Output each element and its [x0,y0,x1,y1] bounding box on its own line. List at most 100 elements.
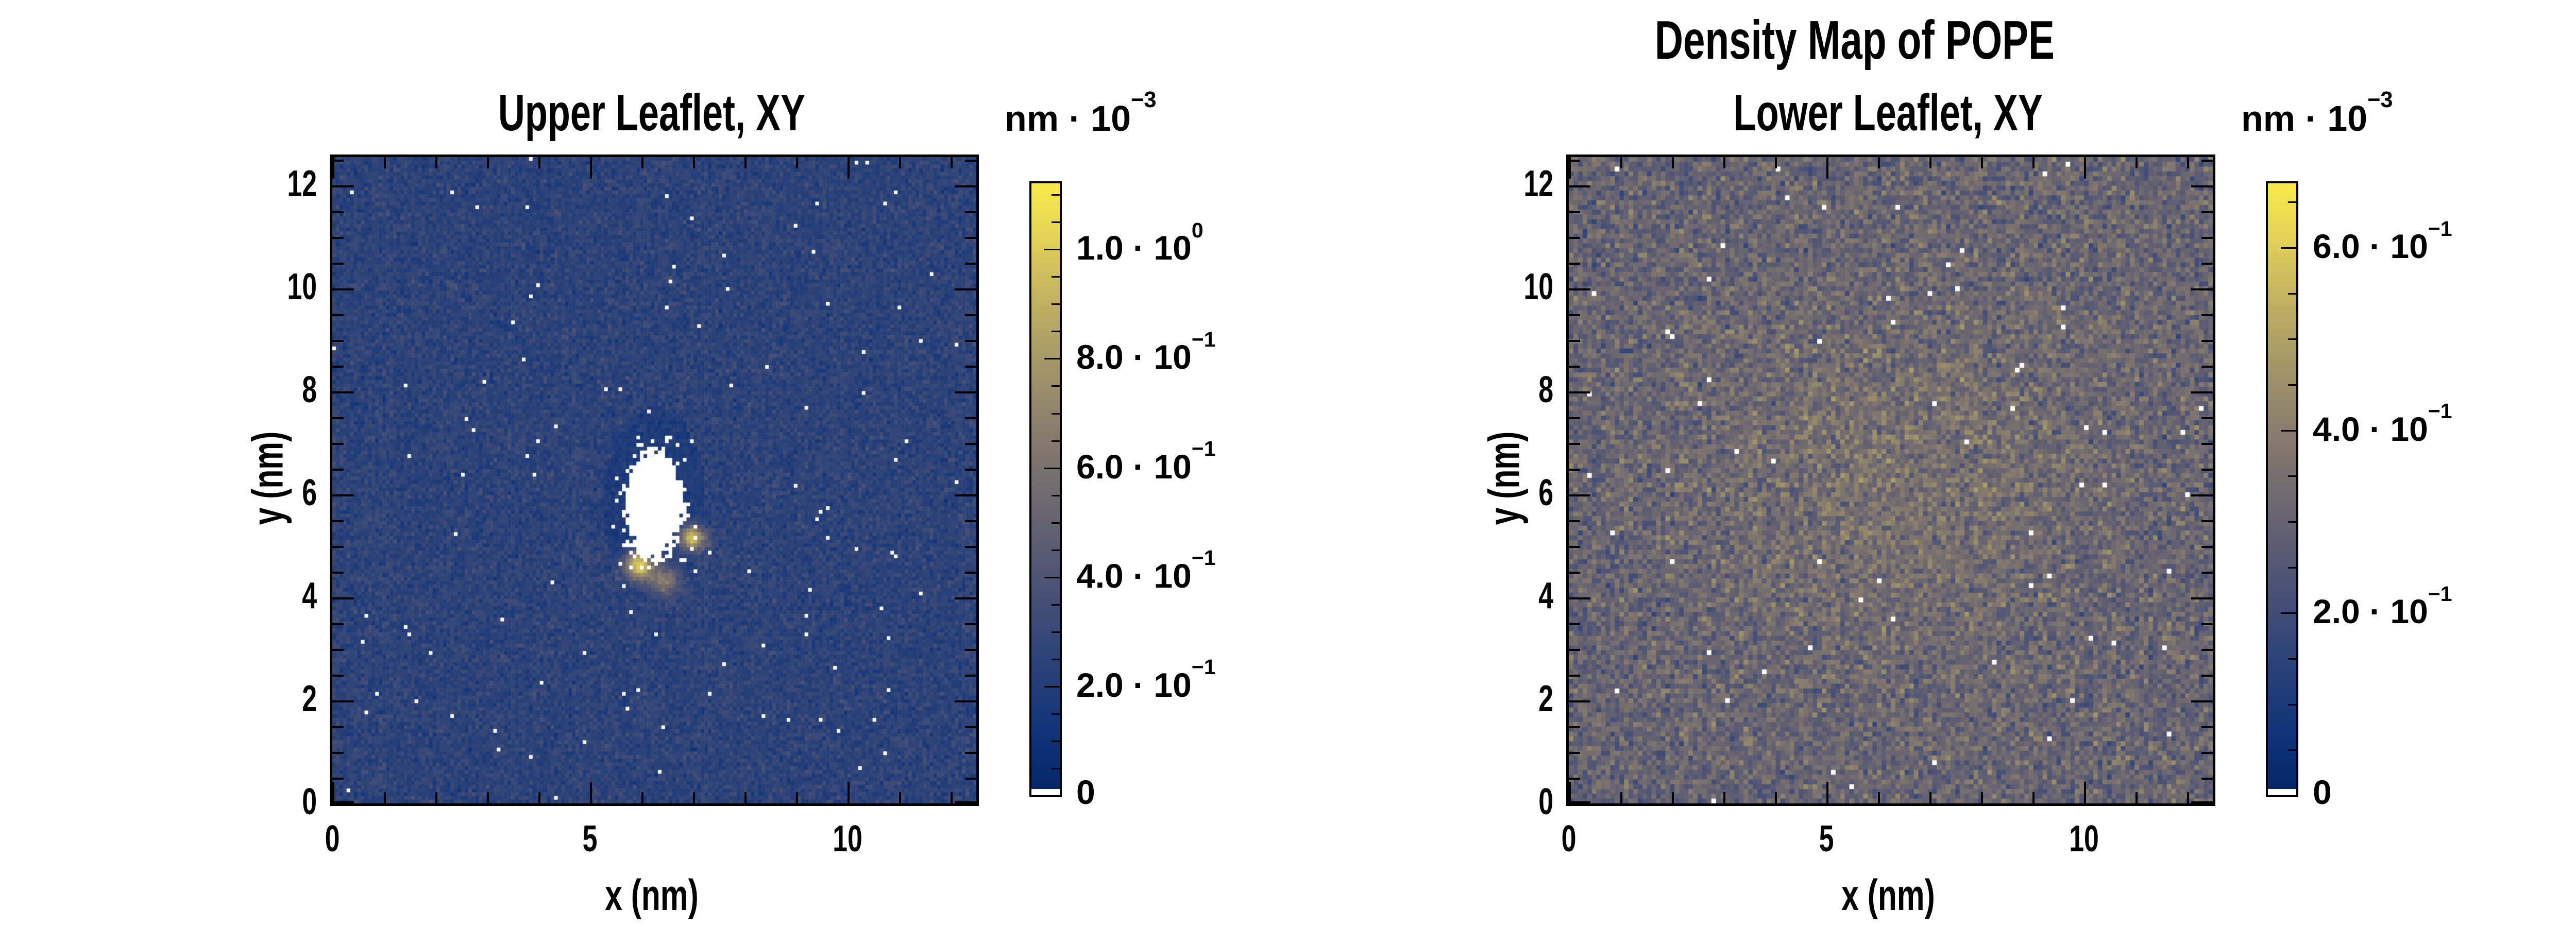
axis-tick [1672,792,1674,803]
axis-tick [332,752,344,754]
x-axis-label-upper: x (nm) [605,871,699,919]
colorbar-tick [2281,612,2296,614]
colorbar-tick-label: 4.0 · 10−1 [2313,399,2452,448]
colorbar-tick [1052,713,1060,715]
axis-tick [332,237,344,239]
colorbar-tick-label: 2.0 · 10−1 [2313,581,2452,631]
colorbar-tick [1052,767,1060,769]
colorbar-tick [2281,430,2296,432]
axis-tick [1569,185,1590,187]
colorbar-tick-label: 0 [2313,773,2332,811]
axis-tick [2201,237,2213,239]
axis-tick [487,157,489,168]
axis-tick [899,792,901,803]
axis-tick [435,792,437,803]
axis-tick [2201,211,2213,213]
axis-tick [965,520,976,522]
axis-tick [435,157,437,168]
axis-tick [641,157,643,168]
axis-tick [2201,417,2213,419]
axis-tick [332,185,354,187]
x-axis-label-lower: x (nm) [1841,871,1935,919]
colorbar-tick [2288,475,2296,477]
axis-tick [1569,778,1580,780]
axis-tick [796,157,798,168]
axis-tick [1569,726,1580,728]
axis-tick [1569,263,1580,265]
colorbar-tick-label: 6.0 · 10−1 [2313,216,2452,266]
axis-tick [955,391,976,393]
axis-tick [951,157,953,168]
axis-tick [1569,469,1580,471]
colorbar-tick [1052,331,1060,333]
axis-tick [332,675,344,677]
y-tick-label: 6 [302,472,317,513]
colorbar-tick [2288,201,2296,203]
colorbar-tick [1052,522,1060,524]
axis-tick [1569,391,1590,393]
axis-tick [332,157,334,179]
axis-tick [2084,157,2086,179]
axis-tick [332,160,344,162]
axis-tick [1569,623,1580,625]
y-tick-label: 10 [287,266,317,307]
figure-title: Density Map of POPE [1654,10,2055,71]
axis-tick [796,792,798,803]
axis-tick [1569,572,1580,574]
axis-tick [2201,726,2213,728]
axis-tick [965,752,976,754]
axis-tick [1723,792,1725,803]
axis-tick [1569,417,1580,419]
axis-tick [1569,157,1571,179]
colorbar-tick [2288,521,2296,523]
axis-tick [848,782,850,803]
axis-tick [332,391,354,393]
axis-tick [332,288,354,290]
axis-tick [1569,597,1590,599]
axis-tick [744,157,747,168]
axis-tick [2191,597,2213,599]
axis-tick [951,792,953,803]
axis-tick [332,263,344,265]
colorbar-tick [2288,338,2296,340]
axis-tick [965,469,976,471]
axis-tick [590,157,592,179]
colorbar-upper [1029,181,1062,797]
axis-tick [2084,782,2086,803]
axis-tick [965,726,976,728]
colorbar-tick [1052,303,1060,305]
axis-tick [641,792,643,803]
axis-tick [2201,469,2213,471]
colorbar-tick [1052,658,1060,660]
axis-tick [1569,546,1580,548]
axis-tick [1878,792,1880,803]
axis-tick [332,649,344,651]
x-tick-label: 10 [833,818,862,860]
axis-tick [1569,340,1580,342]
colorbar-tick [1044,685,1060,688]
axis-tick [2191,288,2213,290]
axis-tick [1723,157,1725,168]
axis-tick [2187,792,2189,803]
axis-tick [1569,752,1580,754]
axis-tick [2201,340,2213,342]
axis-tick [1878,157,1880,168]
colorbar-tick [2288,658,2296,660]
axis-tick [965,263,976,265]
colorbar-unit-upper: nm · 10−3 [1005,87,1157,139]
axis-tick [1569,237,1580,239]
axis-tick [965,623,976,625]
axis-tick [1569,801,1590,803]
axis-tick [1826,157,1828,179]
axis-tick [1569,649,1580,651]
y-tick-label: 0 [302,781,317,822]
colorbar-lower [2266,181,2298,797]
axis-tick [332,572,344,574]
colorbar-tick [1044,467,1060,469]
y-tick-label: 2 [302,678,317,719]
axis-tick [1569,675,1580,677]
axis-tick [332,469,344,471]
x-tick-label: 5 [1819,818,1834,860]
colorbar-tick [1052,413,1060,415]
